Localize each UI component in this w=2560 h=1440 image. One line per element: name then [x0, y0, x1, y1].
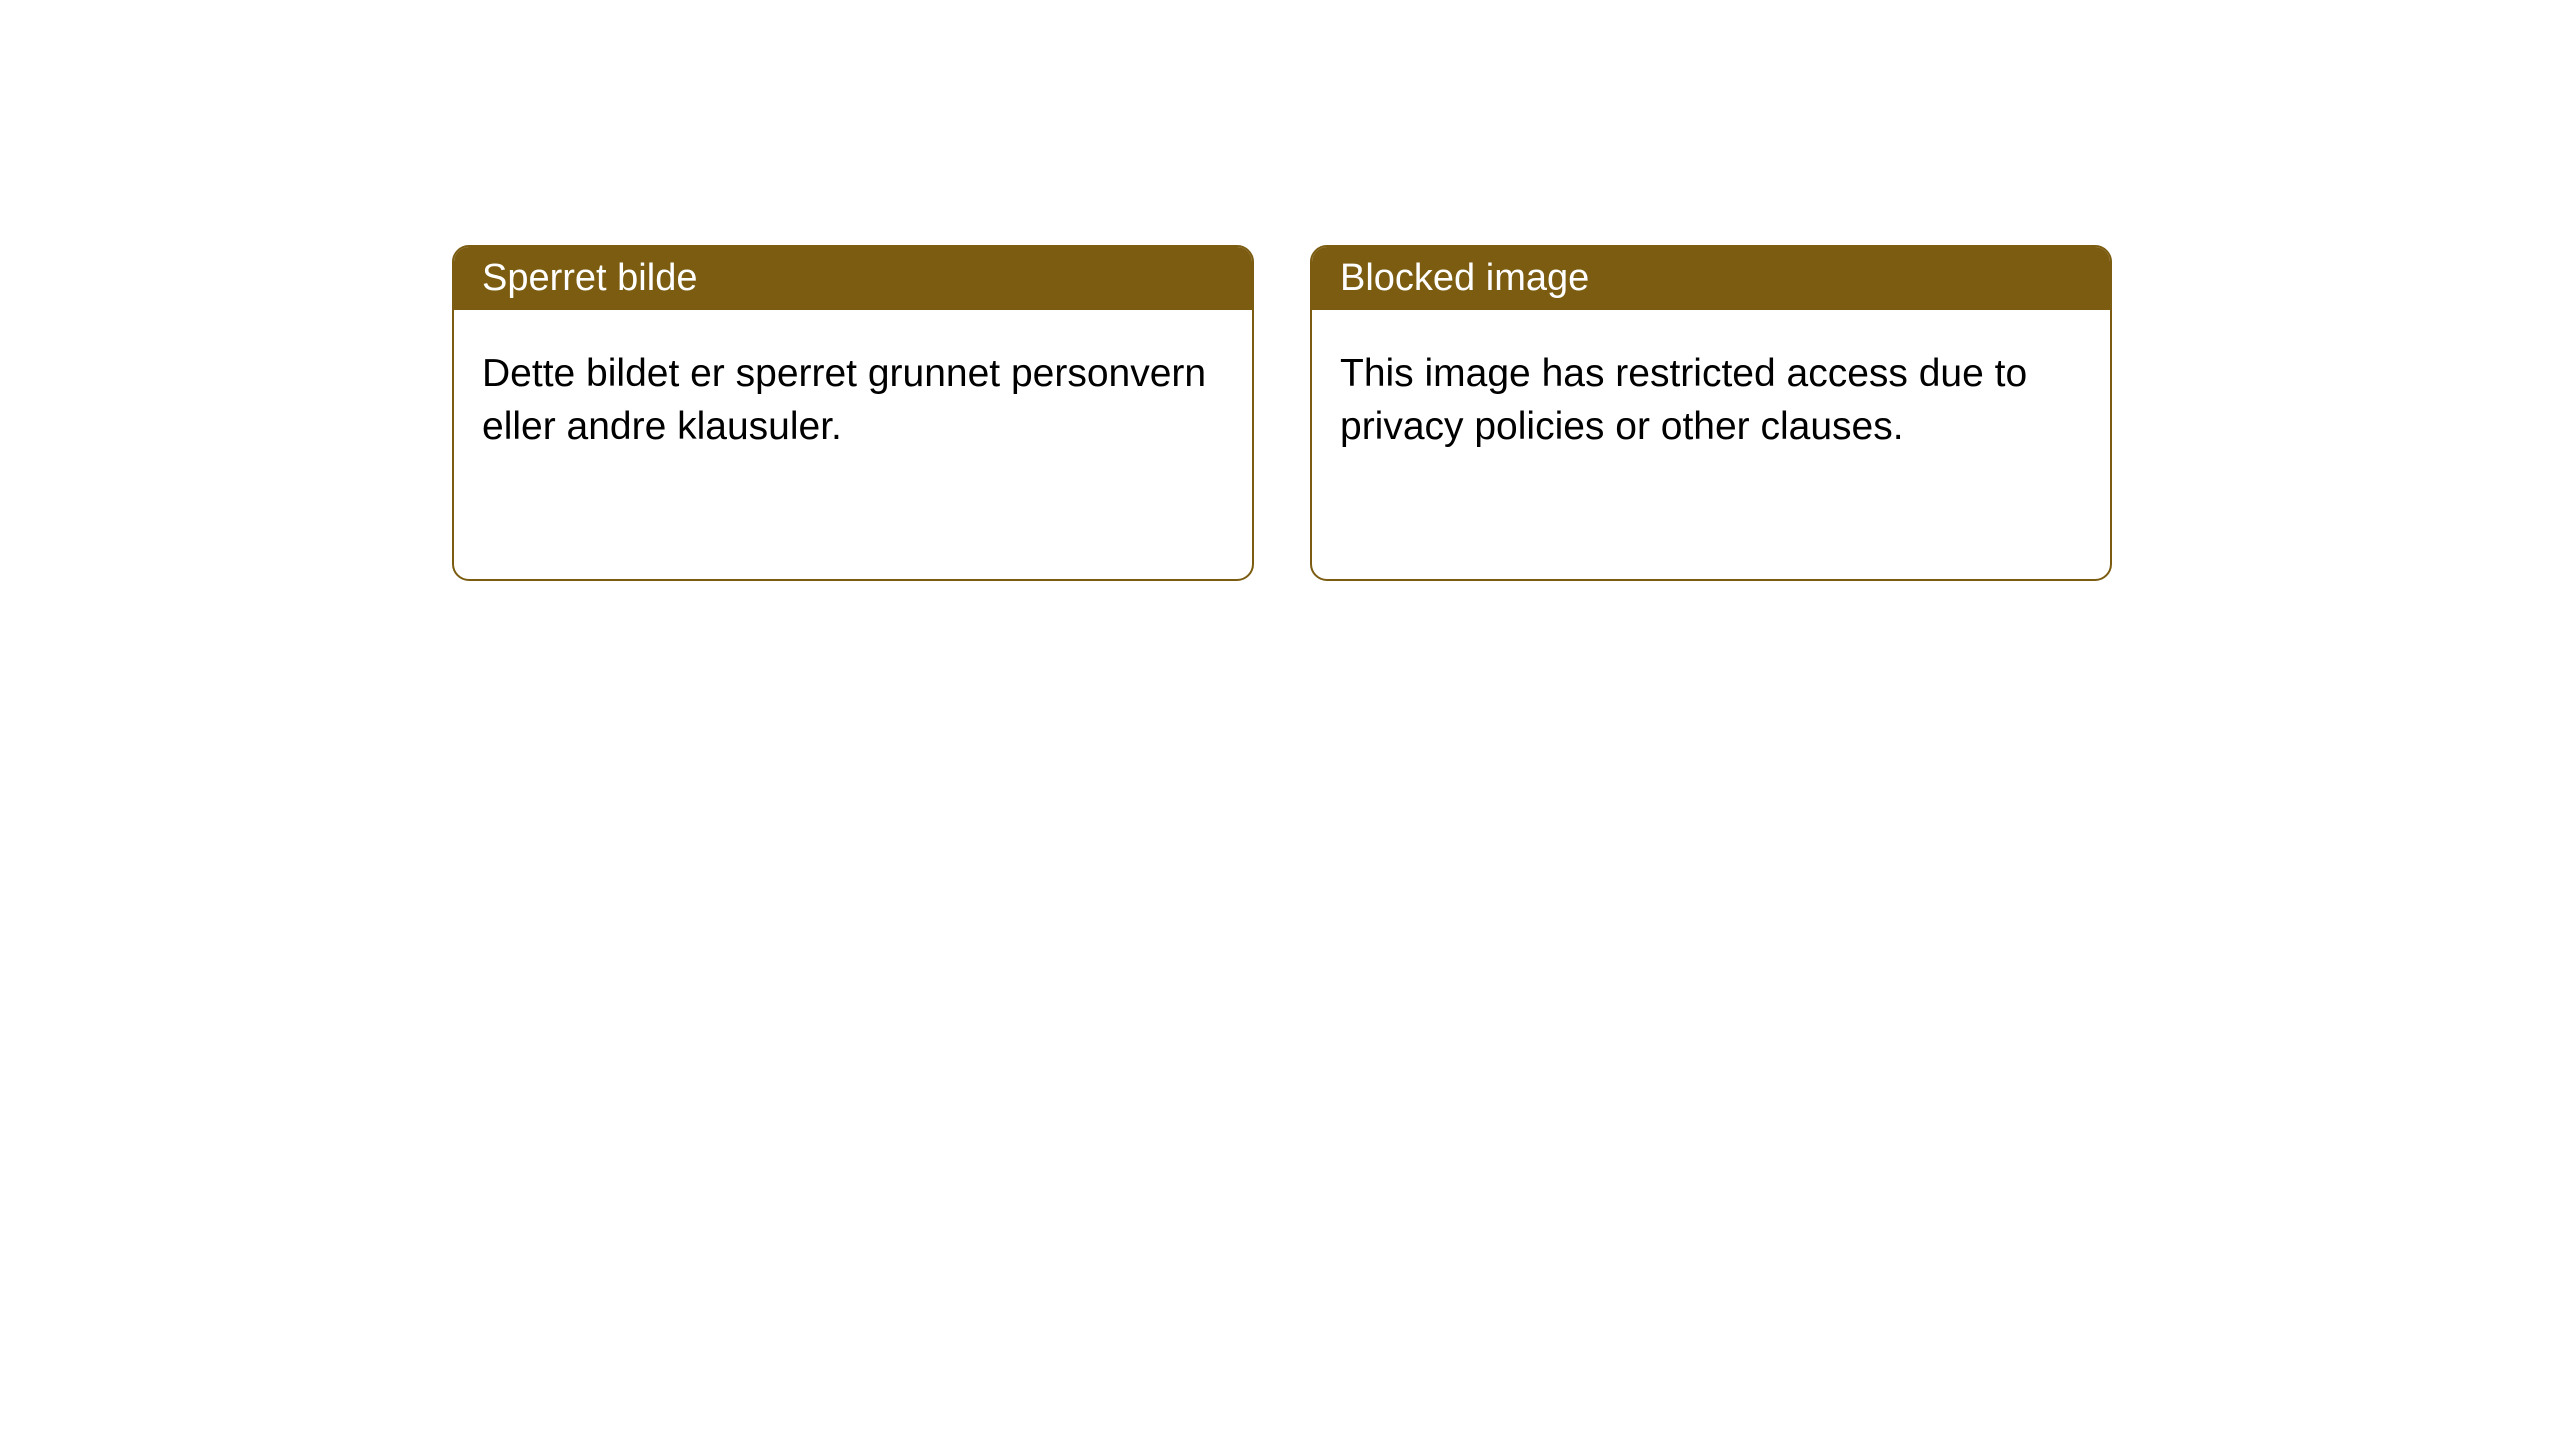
- notice-header: Sperret bilde: [454, 247, 1252, 310]
- notice-title: Blocked image: [1340, 257, 1589, 299]
- notice-body: Dette bildet er sperret grunnet personve…: [454, 310, 1252, 491]
- notice-title: Sperret bilde: [482, 257, 697, 299]
- notice-card-norwegian: Sperret bilde Dette bildet er sperret gr…: [452, 245, 1254, 581]
- notice-text: This image has restricted access due to …: [1340, 352, 2027, 448]
- notice-container: Sperret bilde Dette bildet er sperret gr…: [0, 0, 2560, 581]
- notice-card-english: Blocked image This image has restricted …: [1310, 245, 2112, 581]
- notice-text: Dette bildet er sperret grunnet personve…: [482, 352, 1206, 448]
- notice-header: Blocked image: [1312, 247, 2110, 310]
- notice-body: This image has restricted access due to …: [1312, 310, 2110, 491]
